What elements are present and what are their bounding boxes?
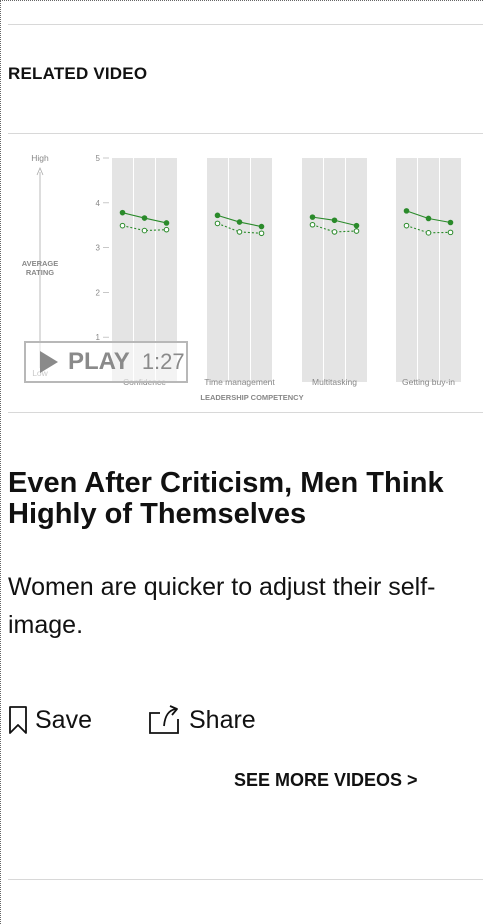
series-line: [122, 225, 167, 232]
data-point: [447, 219, 454, 226]
data-point: [353, 228, 360, 234]
data-point: [331, 217, 338, 224]
data-point: [141, 215, 148, 221]
see-more-videos-link[interactable]: SEE MORE VIDEOS >: [234, 770, 418, 790]
article-title[interactable]: Even After Criticism, Men Think Highly o…: [8, 467, 444, 530]
data-point: [403, 208, 410, 214]
data-point: [258, 230, 265, 237]
data-point: [141, 227, 148, 234]
bookmark-icon: [9, 706, 27, 734]
video-top-divider: [8, 133, 483, 134]
x-axis-label: LEADERSHIP COMPETENCY: [200, 393, 303, 402]
data-point: [403, 222, 410, 229]
bottom-divider: [8, 879, 483, 880]
video-duration: 1:27: [141, 349, 185, 374]
data-point: [236, 229, 243, 235]
play-icon: [40, 351, 58, 373]
data-point: [163, 220, 170, 226]
save-label: Save: [35, 705, 92, 734]
y-tick-label: 3: [96, 244, 101, 253]
chart-band: [207, 158, 228, 382]
chart-band: [324, 158, 345, 382]
data-point: [331, 229, 338, 235]
data-point: [353, 222, 360, 229]
y-high-label: High: [31, 153, 49, 163]
share-button[interactable]: Share: [148, 705, 256, 735]
chart-band: [440, 158, 461, 382]
video-bottom-divider: [8, 412, 483, 413]
y-tick-label: 1: [96, 333, 101, 342]
article-actions: Save Share: [8, 702, 256, 738]
section-label: RELATED VIDEO: [8, 64, 148, 83]
share-icon: [149, 705, 179, 734]
data-point: [214, 212, 221, 219]
top-divider: [8, 24, 483, 25]
play-label: PLAY: [68, 348, 130, 375]
category-label: Multitasking: [312, 377, 357, 387]
y-axis-arrowhead: [36, 166, 44, 176]
data-point: [119, 222, 126, 229]
data-point: [309, 214, 316, 220]
chart-band: [134, 158, 155, 382]
chart-band: [418, 158, 439, 382]
series-line: [406, 225, 451, 234]
chart-band: [396, 158, 417, 382]
share-label: Share: [188, 705, 256, 734]
category-label: Getting buy-in: [402, 377, 455, 387]
data-point: [309, 221, 316, 228]
y-tick-label: 5: [96, 154, 101, 163]
video-thumbnail[interactable]: 12345HighLowAVERAGERATINGConfidenceTime …: [8, 142, 483, 412]
article-dek: Women are quicker to adjust their self-i…: [8, 573, 436, 639]
data-point: [119, 209, 126, 216]
data-point: [425, 230, 432, 236]
data-point: [163, 226, 170, 233]
category-label: Time management: [204, 377, 275, 387]
y-tick-label: 4: [96, 199, 101, 208]
y-tick-label: 2: [96, 288, 101, 297]
data-point: [214, 220, 221, 227]
data-point: [425, 215, 432, 222]
chart-band: [251, 158, 272, 382]
chart-band: [156, 158, 177, 382]
y-axis-label: AVERAGE: [22, 259, 59, 268]
chart-band: [302, 158, 323, 382]
y-axis-label: RATING: [26, 268, 54, 277]
chart-band: [346, 158, 367, 382]
data-point: [236, 219, 243, 225]
chart-image: 12345HighLowAVERAGERATINGConfidenceTime …: [22, 153, 461, 402]
save-button[interactable]: Save: [8, 705, 92, 735]
data-point: [447, 229, 454, 236]
series-line: [312, 224, 357, 233]
chart-band: [229, 158, 250, 382]
data-point: [258, 223, 265, 230]
play-button[interactable]: PLAY 1:27: [24, 341, 188, 383]
